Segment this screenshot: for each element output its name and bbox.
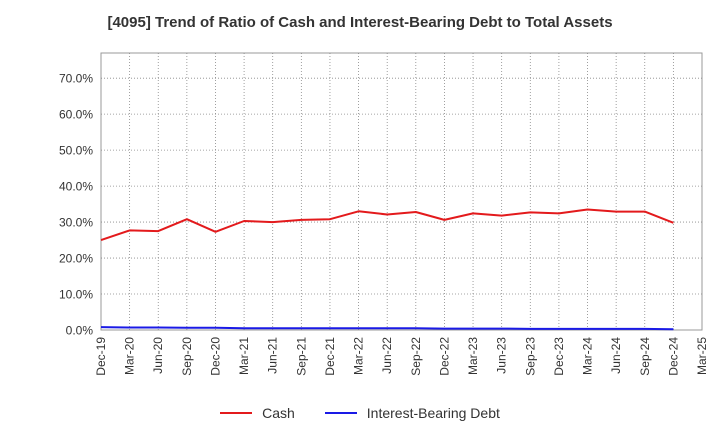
x-tick-label: Sep-24 xyxy=(638,337,652,376)
x-tick-label: Mar-25 xyxy=(695,337,709,375)
legend-swatch-interest-bearing-debt xyxy=(324,412,357,414)
x-tick-label: Dec-22 xyxy=(437,337,451,376)
grid-lines xyxy=(101,53,702,330)
legend: Cash Interest-Bearing Debt xyxy=(0,405,720,421)
y-tick-label: 0.0% xyxy=(66,324,94,338)
x-tick-label: Sep-23 xyxy=(523,337,537,376)
y-axis: 0.0% 10.0% 20.0% 30.0% 40.0% 50.0% 60.0% 70.0% xyxy=(59,72,93,338)
y-tick-label: 60.0% xyxy=(59,108,93,122)
x-tick-label: Dec-20 xyxy=(208,337,222,376)
series-line-cash xyxy=(100,208,674,242)
y-tick-label: 30.0% xyxy=(59,216,93,230)
x-tick-label: Dec-19 xyxy=(94,337,108,376)
x-tick-label: Sep-21 xyxy=(294,337,308,376)
y-tick-label: 20.0% xyxy=(59,252,93,266)
y-tick-label: 70.0% xyxy=(59,72,93,86)
x-tick-label: Sep-20 xyxy=(180,337,194,376)
x-tick-label: Mar-24 xyxy=(581,337,595,375)
x-tick-label: Dec-21 xyxy=(323,337,337,376)
x-tick-label: Jun-20 xyxy=(151,337,165,374)
x-tick-label: Mar-21 xyxy=(237,337,251,375)
legend-label-interest-bearing-debt: Interest-Bearing Debt xyxy=(366,405,500,421)
legend-item-cash: Cash xyxy=(220,405,295,421)
x-tick-label: Dec-24 xyxy=(666,337,680,376)
x-tick-label: Jun-24 xyxy=(609,337,623,374)
plot-area xyxy=(100,52,703,331)
y-tick-label: 50.0% xyxy=(59,144,93,158)
x-tick-label: Mar-23 xyxy=(466,337,480,375)
x-tick-label: Sep-22 xyxy=(409,337,423,376)
y-tick-label: 40.0% xyxy=(59,180,93,194)
x-tick-label: Jun-23 xyxy=(495,337,509,374)
legend-swatch-cash xyxy=(220,412,253,414)
legend-item-interest-bearing-debt: Interest-Bearing Debt xyxy=(324,405,500,421)
legend-label-cash: Cash xyxy=(262,405,295,421)
series-lines xyxy=(100,208,674,331)
x-tick-label: Dec-23 xyxy=(552,337,566,376)
x-tick-label: Mar-20 xyxy=(123,337,137,375)
y-tick-label: 10.0% xyxy=(59,288,93,302)
x-tick-label: Jun-22 xyxy=(380,337,394,374)
x-tick-label: Jun-21 xyxy=(266,337,280,374)
x-axis: Dec-19 Mar-20 Jun-20 Sep-20 Dec-20 Mar-21 Jun-… xyxy=(94,337,709,376)
x-tick-label: Mar-22 xyxy=(352,337,366,375)
series-line-interest-bearing-debt xyxy=(100,326,674,331)
chart-title: [4095] Trend of Ratio of Cash and Intere… xyxy=(107,14,613,31)
